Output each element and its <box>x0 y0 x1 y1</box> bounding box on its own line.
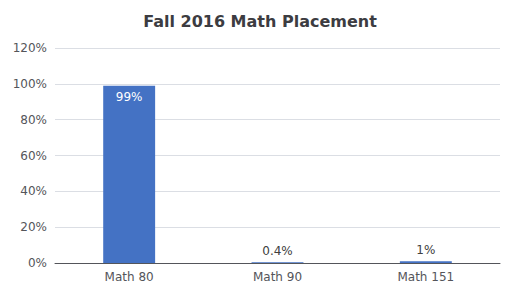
svg-text:100%: 100% <box>13 77 47 91</box>
svg-text:40%: 40% <box>20 184 47 198</box>
svg-text:60%: 60% <box>20 149 47 163</box>
svg-text:120%: 120% <box>13 41 47 55</box>
svg-text:Math 151: Math 151 <box>397 270 454 284</box>
svg-text:0.4%: 0.4% <box>262 244 293 258</box>
svg-text:0%: 0% <box>28 256 47 270</box>
svg-text:Math 90: Math 90 <box>253 270 302 284</box>
svg-text:Fall 2016 Math Placement: Fall 2016 Math Placement <box>143 12 377 31</box>
svg-text:99%: 99% <box>116 90 143 104</box>
svg-text:1%: 1% <box>416 243 435 257</box>
svg-text:Math 80: Math 80 <box>105 270 154 284</box>
svg-text:80%: 80% <box>20 113 47 127</box>
svg-text:20%: 20% <box>20 220 47 234</box>
